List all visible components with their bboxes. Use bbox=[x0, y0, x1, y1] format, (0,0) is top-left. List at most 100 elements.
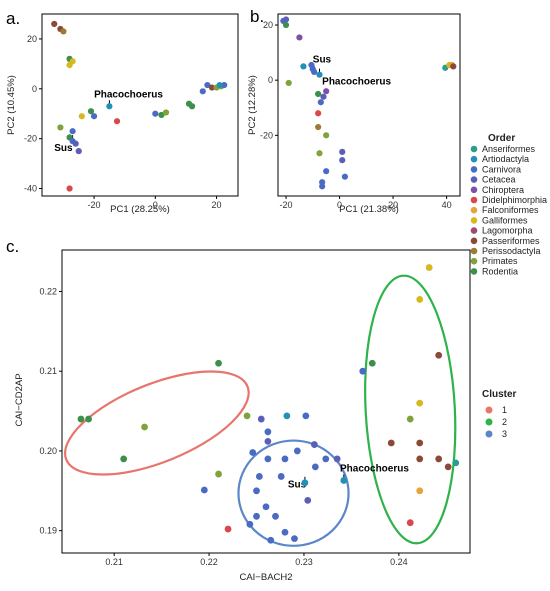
panel-a-x-tick-label: -20 bbox=[88, 200, 101, 210]
panel-c-data-point bbox=[264, 428, 272, 436]
panel-a-y-tick-label: -20 bbox=[24, 134, 37, 144]
cluster-legend: Cluster 1 2 3 bbox=[482, 389, 517, 439]
annotation-phacochoerus: Phacochoerus bbox=[94, 90, 163, 101]
panel-a-data-point bbox=[69, 128, 76, 135]
annotation-sus: Sus bbox=[313, 54, 332, 65]
panel-c-data-point bbox=[311, 463, 319, 471]
panel-a-data-point bbox=[162, 109, 170, 116]
panel-c-data-point bbox=[120, 455, 128, 463]
order-legend-swatch bbox=[470, 257, 478, 265]
order-legend-label: Rodentia bbox=[482, 266, 518, 276]
order-legend-swatch bbox=[470, 206, 478, 214]
panel-b-data-point bbox=[311, 68, 318, 76]
panel-b-data-point bbox=[316, 150, 323, 157]
panel-b-pca-plot: -20 0 20 40 -20 0 20 Sus Phacochoerus PC1 (21.3… bbox=[247, 13, 461, 215]
panel-a-data-point bbox=[158, 111, 165, 119]
panel-c-data-point bbox=[253, 512, 260, 520]
order-legend-swatch bbox=[470, 155, 478, 163]
panel-a-frame bbox=[41, 13, 239, 197]
panel-a-data-point bbox=[204, 81, 211, 89]
panel-a-data-point bbox=[78, 113, 85, 120]
panel-b-y-tick-label: -20 bbox=[260, 130, 273, 140]
order-legend-swatch bbox=[470, 186, 478, 194]
order-legend-label: Chiroptera bbox=[482, 185, 524, 195]
order-legend-label: Cetacea bbox=[482, 175, 516, 185]
panel-c-x-tick-label: 0.22 bbox=[200, 557, 218, 567]
panel-a-pca-plot: -20 0 20 -40 -20 0 20 Phacochoerus Sus PC1 (28.… bbox=[6, 13, 239, 215]
panel-c-data-point bbox=[302, 412, 310, 420]
panel-a-data-point bbox=[72, 140, 79, 147]
panel-c-data-point bbox=[246, 520, 254, 528]
panel-a-data-point bbox=[221, 81, 228, 89]
panel-c-data-point bbox=[452, 459, 460, 467]
panel-b-data-point bbox=[317, 99, 324, 106]
panel-a-data-point bbox=[216, 81, 223, 89]
panel-b-data-point bbox=[319, 183, 326, 190]
panel-c-data-point bbox=[435, 351, 443, 359]
panel-a-y-tick-label: 20 bbox=[27, 34, 37, 44]
panel-b-x-tick-label: 0 bbox=[337, 200, 342, 210]
panel-c-data-point bbox=[416, 439, 424, 447]
panel-a-y-tick-label: -40 bbox=[24, 184, 37, 194]
panel-b-data-point bbox=[282, 16, 290, 23]
panel-c-data-point bbox=[293, 447, 301, 455]
panel-b-data-point bbox=[323, 132, 330, 139]
panel-b-ylabel: PC2 (12.28%) bbox=[247, 75, 258, 135]
panel-c-data-point bbox=[406, 415, 414, 423]
panel-c-data-point bbox=[215, 359, 222, 367]
panel-c-data-point bbox=[257, 415, 265, 423]
panel-c-data-point bbox=[301, 479, 309, 487]
panel-b-data-point bbox=[339, 148, 346, 155]
panel-a-data-point bbox=[51, 20, 58, 28]
panel-c-data-point bbox=[255, 473, 263, 480]
panel-c-data-point bbox=[368, 359, 376, 367]
order-legend-swatch bbox=[470, 217, 478, 224]
panel-b-frame bbox=[277, 13, 461, 197]
panel-c-ylabel: CAI−CD2AP bbox=[14, 373, 25, 426]
panel-b-xlabel: PC1 (21.38%) bbox=[339, 204, 399, 215]
cluster-legend-label: 1 bbox=[502, 405, 507, 415]
panel-a-ylabel: PC2 (10.45%) bbox=[6, 75, 17, 135]
order-legend-label: Primates bbox=[482, 256, 518, 266]
panel-letter-a: a. bbox=[6, 9, 20, 28]
panel-a-data-point bbox=[90, 113, 98, 120]
panel-c-data-point bbox=[277, 473, 285, 480]
panel-a-data-point bbox=[106, 103, 113, 110]
panel-c-data-point bbox=[425, 264, 433, 271]
annotation-sus: Sus bbox=[54, 143, 73, 154]
panel-a-data-point bbox=[87, 108, 95, 115]
panel-b-data-point bbox=[315, 110, 322, 117]
panel-c-xlabel: CAI−BACH2 bbox=[239, 572, 292, 583]
panel-c-data-point bbox=[304, 496, 312, 504]
panel-b-data-point bbox=[323, 168, 330, 175]
panel-a-x-tick-label: 20 bbox=[212, 200, 222, 210]
order-legend-swatch bbox=[470, 196, 478, 204]
panel-c-data-point bbox=[215, 470, 222, 478]
panel-c-data-point bbox=[224, 525, 232, 533]
panel-c-data-point bbox=[310, 441, 318, 448]
order-legend-title: Order bbox=[488, 133, 515, 144]
panel-b-data-point bbox=[339, 157, 346, 164]
panel-b-x-tick-label: 20 bbox=[388, 200, 398, 210]
panel-c-data-point bbox=[264, 455, 272, 463]
panel-a-data-point bbox=[57, 124, 64, 131]
panel-c-data-point bbox=[85, 415, 92, 423]
panel-c-x-tick-label: 0.23 bbox=[295, 557, 313, 567]
panel-c-y-tick-label: 0.22 bbox=[39, 286, 57, 296]
panel-a-data-point bbox=[152, 110, 159, 117]
order-legend-label: Carnivora bbox=[482, 164, 521, 174]
panel-a-data-point bbox=[113, 118, 121, 125]
order-legend-swatch bbox=[470, 145, 478, 153]
order-legend-swatch bbox=[470, 268, 478, 275]
panel-c-data-point bbox=[340, 477, 348, 484]
panel-b-data-point bbox=[300, 63, 307, 70]
panel-c-data-point bbox=[283, 412, 291, 420]
cluster-legend-label: 2 bbox=[502, 417, 507, 427]
cluster-legend-swatch bbox=[485, 418, 493, 426]
cluster-legend-label: 3 bbox=[502, 429, 507, 439]
panel-letter-c: c. bbox=[6, 237, 19, 256]
panel-c-data-point bbox=[416, 487, 424, 495]
panel-c-x-tick-label: 0.21 bbox=[105, 557, 123, 567]
panel-a-data-point bbox=[208, 84, 216, 91]
